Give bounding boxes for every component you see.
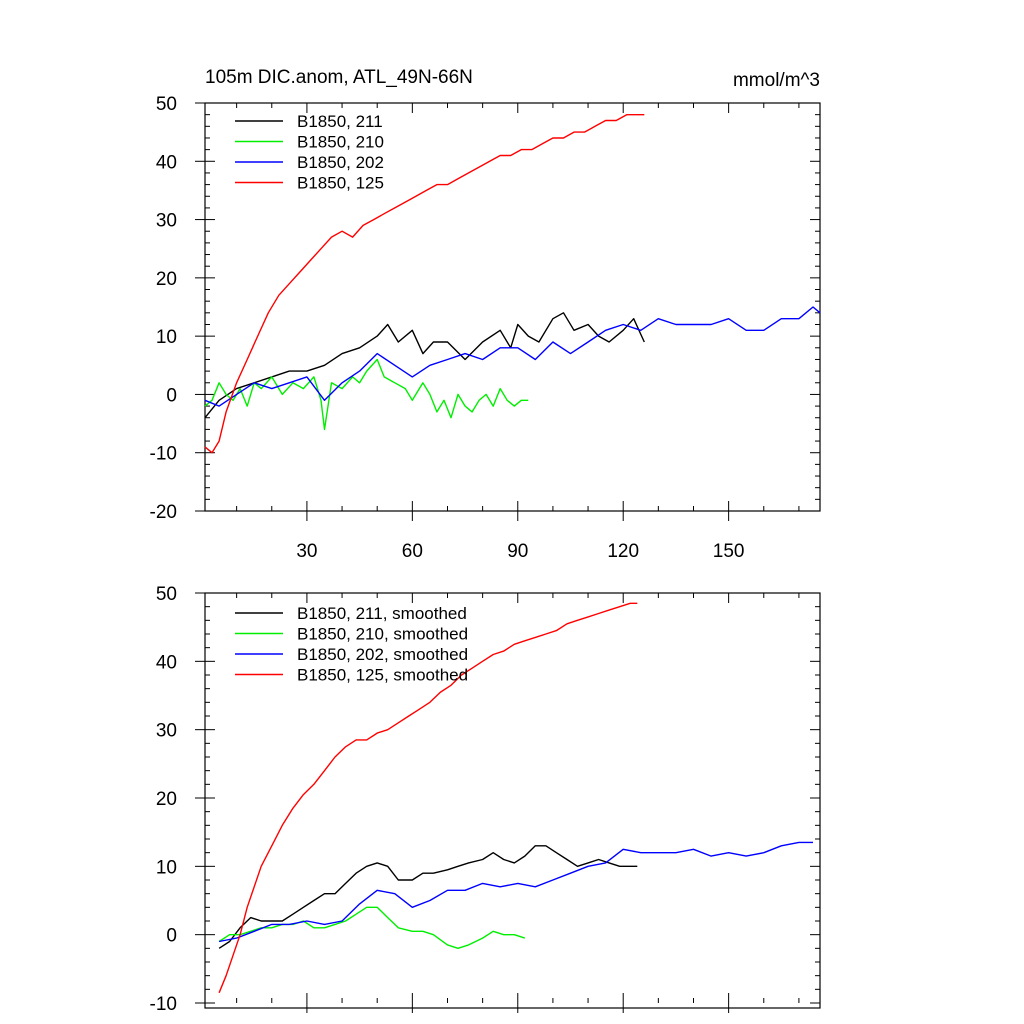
series-line-0 xyxy=(204,312,645,419)
bottom-panel-axes: -10 0 10 20 30 40 50 xyxy=(150,584,820,1015)
y-tick-label: 40 xyxy=(156,152,177,173)
x-tick-label: 120 xyxy=(607,541,639,562)
legend-label: B1850, 211, smoothed xyxy=(297,604,467,623)
y-tick-label: 10 xyxy=(156,857,177,878)
y-tick-label: 0 xyxy=(166,926,177,947)
top-panel-series xyxy=(204,113,821,454)
y-tick-label: -10 xyxy=(150,994,177,1015)
series-line-0 xyxy=(218,845,638,949)
y-tick-label: 0 xyxy=(166,385,177,406)
units-label: mmol/m^3 xyxy=(733,70,820,91)
legend-label: B1850, 202 xyxy=(297,153,384,172)
series-line-1 xyxy=(204,358,529,431)
y-tick-label: 20 xyxy=(156,789,177,810)
y-tick-label: 50 xyxy=(156,94,177,115)
series-line-1 xyxy=(218,906,526,949)
legend-label: B1850, 202, smoothed xyxy=(297,645,468,664)
chart-title: 105m DIC.anom, ATL_49N-66N xyxy=(205,67,473,88)
top-panel: -20 -10 0 10 20 30 40 50 30 60 90 120 150 B1850, 211… xyxy=(150,94,821,562)
bottom-panel-series xyxy=(218,602,813,994)
y-tick-label: 20 xyxy=(156,269,177,290)
y-tick-label: -20 xyxy=(150,502,177,523)
series-line-2 xyxy=(204,306,821,407)
series-line-3 xyxy=(204,113,645,454)
y-tick-label: 10 xyxy=(156,327,177,348)
top-panel-axes: -20 -10 0 10 20 30 40 50 30 60 90 120 150 xyxy=(150,94,820,562)
y-tick-label: 30 xyxy=(156,211,177,232)
top-plot-frame xyxy=(204,102,821,512)
legend-label: B1850, 210 xyxy=(297,133,384,152)
legend-label: B1850, 211 xyxy=(297,112,383,131)
y-tick-label: 50 xyxy=(156,584,177,605)
y-tick-label: 40 xyxy=(156,652,177,673)
y-tick-label: -10 xyxy=(150,444,177,465)
x-tick-label: 30 xyxy=(296,541,317,562)
x-tick-label: 90 xyxy=(507,541,528,562)
series-line-2 xyxy=(218,841,813,943)
legend-label: B1850, 125 xyxy=(297,174,384,193)
x-tick-label: 60 xyxy=(402,541,423,562)
legend-label: B1850, 210, smoothed xyxy=(297,625,468,644)
x-tick-label: 150 xyxy=(713,541,745,562)
bottom-plot-frame xyxy=(204,592,821,1009)
legend-label: B1850, 125, smoothed xyxy=(297,666,468,685)
series-line-3 xyxy=(218,602,638,994)
y-tick-label: 30 xyxy=(156,721,177,742)
bottom-panel-legend: B1850, 211, smoothed B1850, 210, smoothed… xyxy=(235,604,468,685)
